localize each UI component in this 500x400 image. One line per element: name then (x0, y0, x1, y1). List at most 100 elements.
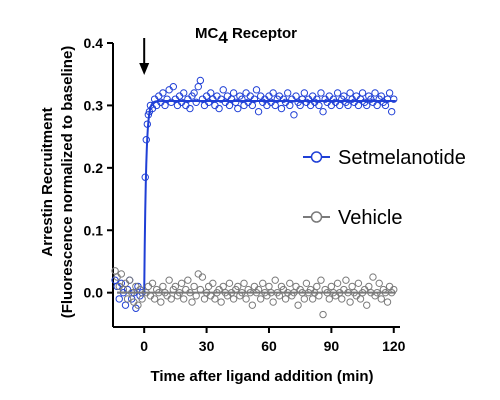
setmelanotide-point (254, 107, 263, 116)
series-layer (111, 76, 398, 319)
setmelanotide-point (190, 89, 198, 97)
legend-label-setmelanotide: Setmelanotide (338, 147, 466, 169)
setmelanotide-point (387, 107, 396, 116)
setmelanotide-point (317, 89, 325, 97)
y-tick-label: 0.4 (84, 35, 104, 51)
vehicle-point (157, 298, 165, 306)
vehicle-point (281, 295, 290, 303)
setmelanotide-point (194, 82, 202, 91)
vehicle-point (217, 298, 225, 306)
vehicle-point (150, 295, 159, 303)
vehicle-point (125, 276, 134, 284)
series-setmelanotide (111, 76, 398, 312)
vehicle-point (300, 295, 309, 303)
vehicle-point (338, 295, 346, 303)
x-tick-label: 90 (324, 338, 340, 354)
vehicle-point (348, 282, 356, 291)
x-ticks: 0 30 60 90 120 (140, 327, 406, 354)
vehicle-point (377, 295, 385, 303)
vehicle-point (248, 301, 257, 309)
legend-label-vehicle: Vehicle (338, 207, 403, 229)
setmelanotide-fit-line (117, 100, 396, 294)
chart-title-sub: 4 (218, 28, 228, 47)
setmelanotide-point (390, 95, 398, 103)
vehicle-point (317, 276, 325, 284)
setmelanotide-point (363, 101, 371, 110)
vehicle-point (209, 279, 217, 288)
vehicle-point (308, 295, 317, 303)
series-vehicle (111, 267, 398, 319)
vehicle-point (188, 298, 196, 306)
vehicle-point (190, 282, 198, 291)
chart-title: MC4 Receptor (195, 25, 297, 47)
y-tick-label: 0.0 (84, 285, 104, 301)
vehicle-point (327, 282, 336, 291)
chart-title-rest: Receptor (228, 25, 297, 42)
vehicle-point (171, 282, 180, 291)
setmelanotide-point (385, 89, 394, 97)
setmelanotide-point (344, 101, 352, 110)
vehicle-point (369, 273, 377, 281)
vehicle-point (342, 276, 350, 284)
setmelanotide-point (215, 104, 223, 113)
vehicle-point (269, 298, 277, 306)
setmelanotide-point (358, 89, 367, 97)
setmelanotide-point (277, 104, 286, 113)
legend: Setmelanotide Vehicle (303, 147, 466, 229)
y-tick-label: 0.2 (84, 160, 104, 176)
vehicle-point (138, 295, 146, 303)
vehicle-point (123, 295, 132, 303)
vehicle-point (198, 273, 207, 281)
setmelanotide-point (252, 86, 261, 94)
setmelanotide-point (192, 98, 200, 106)
vehicle-point (375, 279, 383, 288)
vehicle-point (240, 279, 248, 288)
vehicle-point (242, 295, 250, 303)
setmelanotide-point (300, 89, 309, 97)
arrow-head (139, 63, 150, 75)
chart-title-main: MC (195, 25, 218, 42)
x-axis-title: Time after ligand addition (min) (150, 368, 373, 385)
vehicle-point (265, 282, 273, 291)
setmelanotide-point (283, 89, 292, 97)
setmelanotide-point (186, 104, 194, 113)
setmelanotide-point (290, 111, 298, 119)
vehicle-point (165, 276, 173, 284)
setmelanotide-point (371, 89, 379, 97)
legend-item-vehicle: Vehicle (303, 207, 403, 229)
y-axis-title-line2: (Fluorescence normalized to baseline) (59, 46, 76, 319)
y-tick-label: 0.3 (84, 97, 104, 113)
vehicle-point (256, 295, 265, 303)
setmelanotide-point (229, 89, 238, 97)
x-tick-label: 120 (382, 338, 406, 354)
vehicle-point (225, 279, 234, 288)
vehicle-point (234, 282, 242, 291)
vehicle-point (294, 301, 302, 309)
vehicle-point (159, 282, 167, 291)
setmelanotide-point (219, 86, 227, 94)
vehicle-point (346, 298, 354, 306)
y-tick-label: 0.1 (84, 222, 104, 238)
vehicle-point (200, 295, 209, 303)
vehicle-point (333, 279, 342, 288)
vehicle-point (271, 276, 279, 284)
x-tick-label: 60 (261, 338, 277, 354)
vehicle-point (134, 301, 142, 309)
setmelanotide-point (319, 107, 327, 116)
setmelanotide-point (121, 301, 130, 309)
y-ticks: 0.0 0.1 0.2 0.3 0.4 (84, 35, 113, 301)
vehicle-point (325, 295, 333, 303)
vehicle-point (177, 279, 186, 288)
setmelanotide-point (346, 89, 354, 97)
setmelanotide-point (250, 95, 259, 103)
vehicle-point (313, 282, 321, 291)
vehicle-point (148, 279, 157, 288)
vehicle-point (302, 279, 311, 288)
legend-marker-vehicle (310, 211, 323, 223)
x-tick-label: 30 (199, 338, 215, 354)
vehicle-point (167, 295, 175, 303)
y-axis-title-line1: Arrestin Recruitment (39, 107, 56, 256)
vehicle-point (354, 279, 363, 288)
vehicle-point (259, 279, 267, 288)
setmelanotide-point (159, 89, 167, 97)
